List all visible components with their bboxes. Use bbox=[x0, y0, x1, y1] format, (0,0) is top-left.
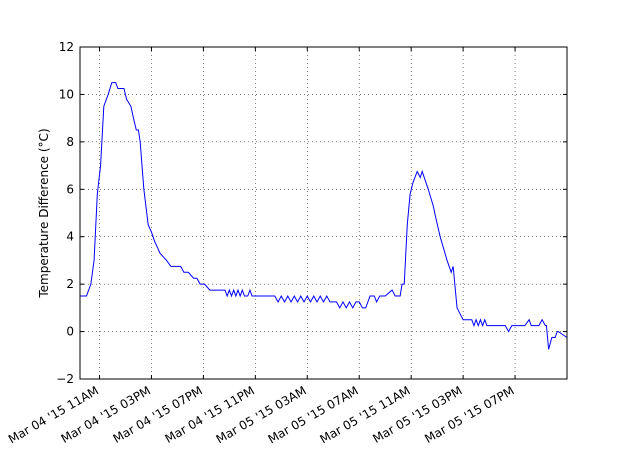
x-tick-label: Mar 04 '15 03PM bbox=[59, 383, 153, 446]
plot-frame bbox=[79, 46, 568, 380]
x-tick-label: Mar 04 '15 07PM bbox=[111, 383, 205, 446]
y-tick-label: −2 bbox=[56, 372, 74, 386]
x-tick-label: Mar 05 '15 07PM bbox=[422, 383, 516, 446]
y-tick-label: 6 bbox=[66, 182, 74, 196]
y-tick-label: 2 bbox=[66, 277, 74, 291]
y-axis-label: Temperature Difference (°C) bbox=[37, 128, 51, 298]
x-tick-label: Mar 04 '15 11AM bbox=[6, 383, 101, 446]
data-line bbox=[80, 82, 568, 350]
x-tick-label: Mar 05 '15 07AM bbox=[266, 383, 361, 446]
y-tick-label: 0 bbox=[66, 325, 74, 339]
y-tick-label: 4 bbox=[66, 230, 74, 244]
x-tick-label: Mar 05 '15 11AM bbox=[318, 383, 413, 446]
y-tick-label: 10 bbox=[59, 87, 74, 101]
x-tick-label: Mar 04 '15 11PM bbox=[163, 383, 257, 446]
y-tick-label: 12 bbox=[59, 40, 74, 54]
x-tick-label: Mar 05 '15 03AM bbox=[214, 383, 309, 446]
y-tick-label: 8 bbox=[66, 135, 74, 149]
x-tick-label: Mar 05 '15 03PM bbox=[370, 383, 464, 446]
